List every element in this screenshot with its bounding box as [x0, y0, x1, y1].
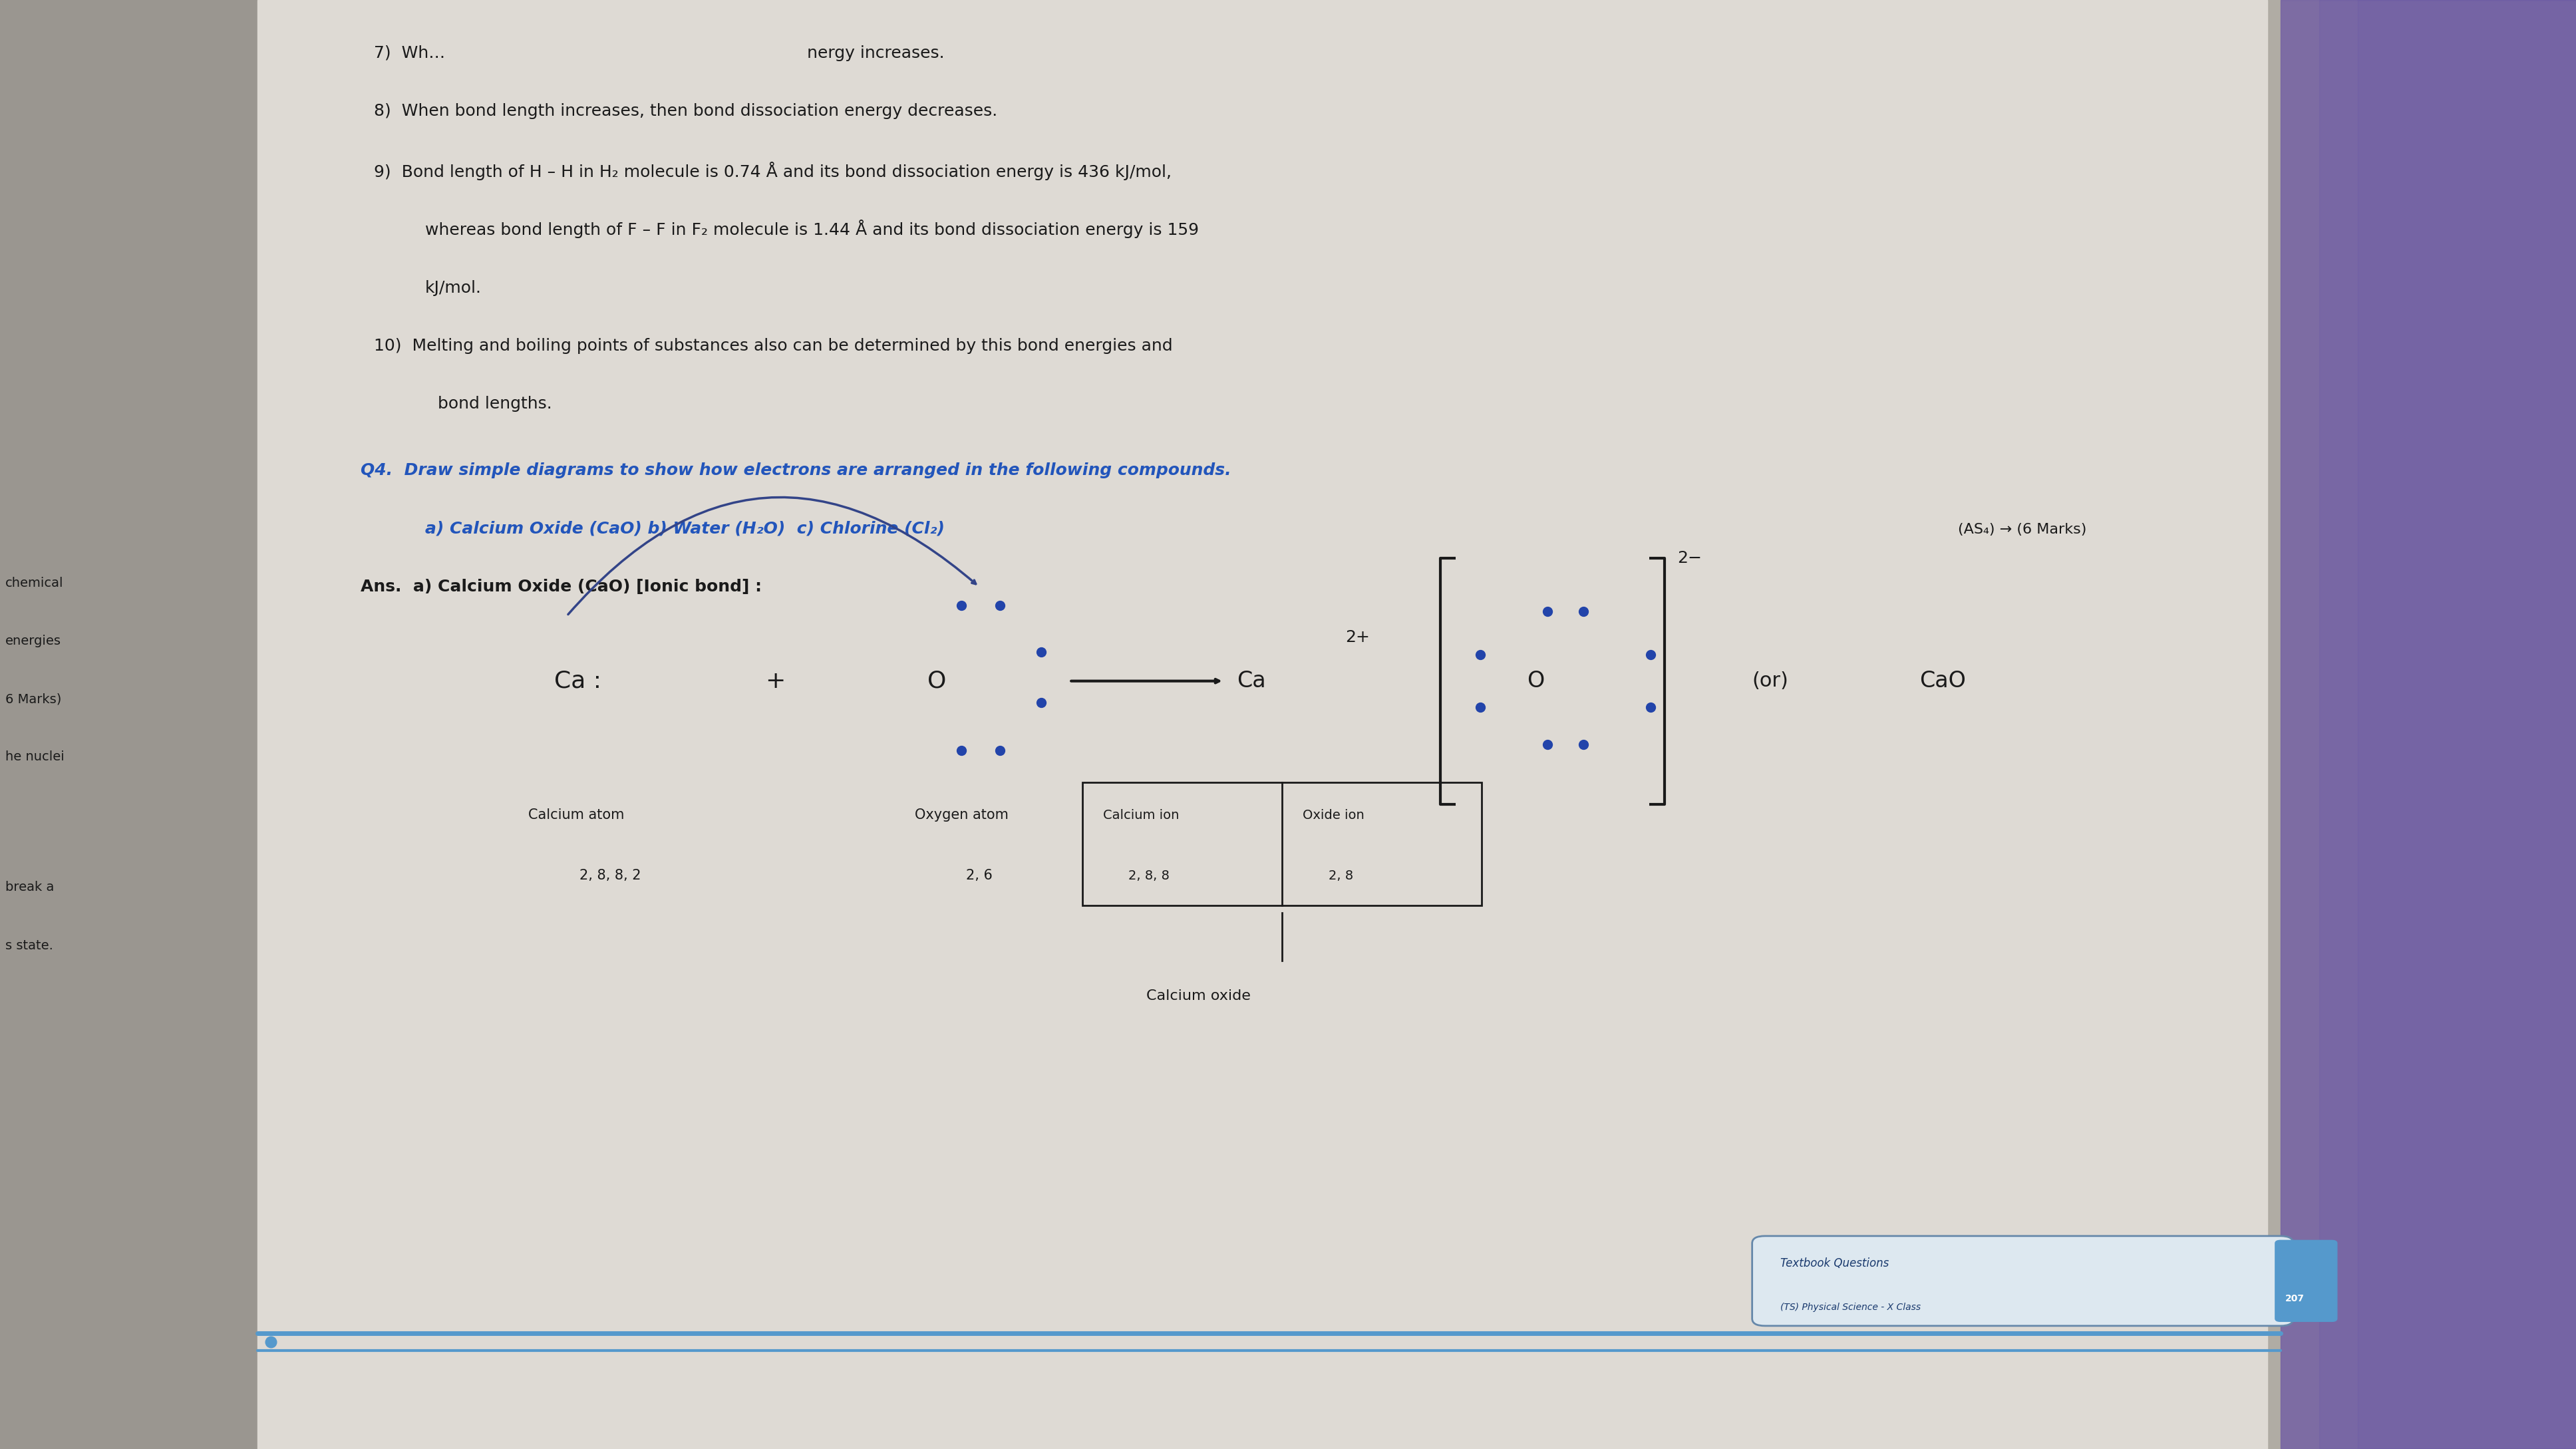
Text: 8)  When bond length increases, then bond dissociation energy decreases.: 8) When bond length increases, then bond…	[374, 103, 997, 119]
Text: Textbook Questions: Textbook Questions	[1780, 1258, 1888, 1269]
Text: CaO: CaO	[1919, 669, 1965, 693]
Bar	[2280, 0, 2576, 1449]
Text: Calcium atom: Calcium atom	[528, 809, 623, 822]
Text: Ans.  a) Calcium Oxide (CaO) [Ionic bond] :: Ans. a) Calcium Oxide (CaO) [Ionic bond]…	[361, 578, 762, 594]
Text: Calcium ion: Calcium ion	[1103, 809, 1180, 822]
Bar	[258, 0, 2267, 1449]
Text: he nuclei: he nuclei	[5, 751, 64, 764]
Bar	[2318, 0, 2576, 1449]
Text: kJ/mol.: kJ/mol.	[425, 280, 482, 296]
Text: (or): (or)	[1752, 671, 1788, 691]
Text: 7)  Wh…                                                                    nergy: 7) Wh… nergy	[374, 45, 943, 61]
Text: 2, 8, 8: 2, 8, 8	[1128, 869, 1170, 882]
Text: whereas bond length of F – F in F₂ molecule is 1.44 Å and its bond dissociation : whereas bond length of F – F in F₂ molec…	[425, 219, 1198, 238]
Text: break a: break a	[5, 881, 54, 894]
Text: O: O	[927, 669, 945, 693]
Text: 2, 8: 2, 8	[1329, 869, 1352, 882]
Text: 207: 207	[2285, 1294, 2303, 1303]
Bar	[0, 0, 258, 1449]
Text: Calcium oxide: Calcium oxide	[1146, 990, 1252, 1003]
Text: 2+: 2+	[1345, 629, 1370, 646]
Text: 2, 6: 2, 6	[966, 869, 992, 882]
Text: O: O	[1525, 669, 1543, 693]
FancyBboxPatch shape	[1752, 1236, 2293, 1326]
Text: Oxygen atom: Oxygen atom	[914, 809, 1007, 822]
Text: 6 Marks): 6 Marks)	[5, 693, 62, 706]
Text: Q4.  Draw simple diagrams to show how electrons are arranged in the following co: Q4. Draw simple diagrams to show how ele…	[361, 462, 1231, 478]
Text: Ca: Ca	[1236, 669, 1265, 693]
Text: bond lengths.: bond lengths.	[438, 396, 551, 412]
FancyBboxPatch shape	[2275, 1240, 2336, 1321]
Text: Oxide ion: Oxide ion	[1301, 809, 1363, 822]
Text: 9)  Bond length of H – H in H₂ molecule is 0.74 Å and its bond dissociation ener: 9) Bond length of H – H in H₂ molecule i…	[374, 161, 1172, 180]
Text: energies: energies	[5, 635, 62, 648]
Text: s state.: s state.	[5, 939, 54, 952]
Text: (AS₄) → (6 Marks): (AS₄) → (6 Marks)	[1958, 523, 2087, 536]
Text: chemical: chemical	[5, 577, 64, 590]
Bar	[1082, 782, 1481, 906]
Bar	[2280, 0, 2576, 1449]
Text: a) Calcium Oxide (CaO) b) Water (H₂O)  c) Chlorine (Cl₂): a) Calcium Oxide (CaO) b) Water (H₂O) c)…	[425, 520, 945, 536]
Text: 2, 8, 8, 2: 2, 8, 8, 2	[580, 869, 641, 882]
Text: (TS) Physical Science - X Class: (TS) Physical Science - X Class	[1780, 1303, 1922, 1311]
Text: Ca :: Ca :	[554, 669, 600, 693]
Text: 2−: 2−	[1677, 549, 1703, 567]
Text: 10)  Melting and boiling points of substances also can be determined by this bon: 10) Melting and boiling points of substa…	[374, 338, 1172, 354]
Bar	[2357, 0, 2576, 1449]
Text: +: +	[765, 669, 786, 693]
